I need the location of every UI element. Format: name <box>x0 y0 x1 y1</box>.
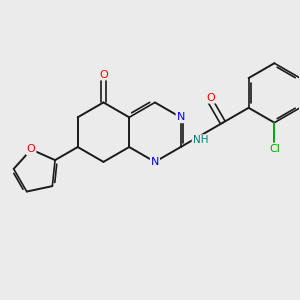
Text: N: N <box>151 157 159 167</box>
Text: NH: NH <box>193 135 208 145</box>
Text: O: O <box>206 93 215 103</box>
Text: O: O <box>27 145 35 154</box>
Text: N: N <box>176 112 185 122</box>
Text: Cl: Cl <box>269 143 280 154</box>
Text: O: O <box>99 70 108 80</box>
